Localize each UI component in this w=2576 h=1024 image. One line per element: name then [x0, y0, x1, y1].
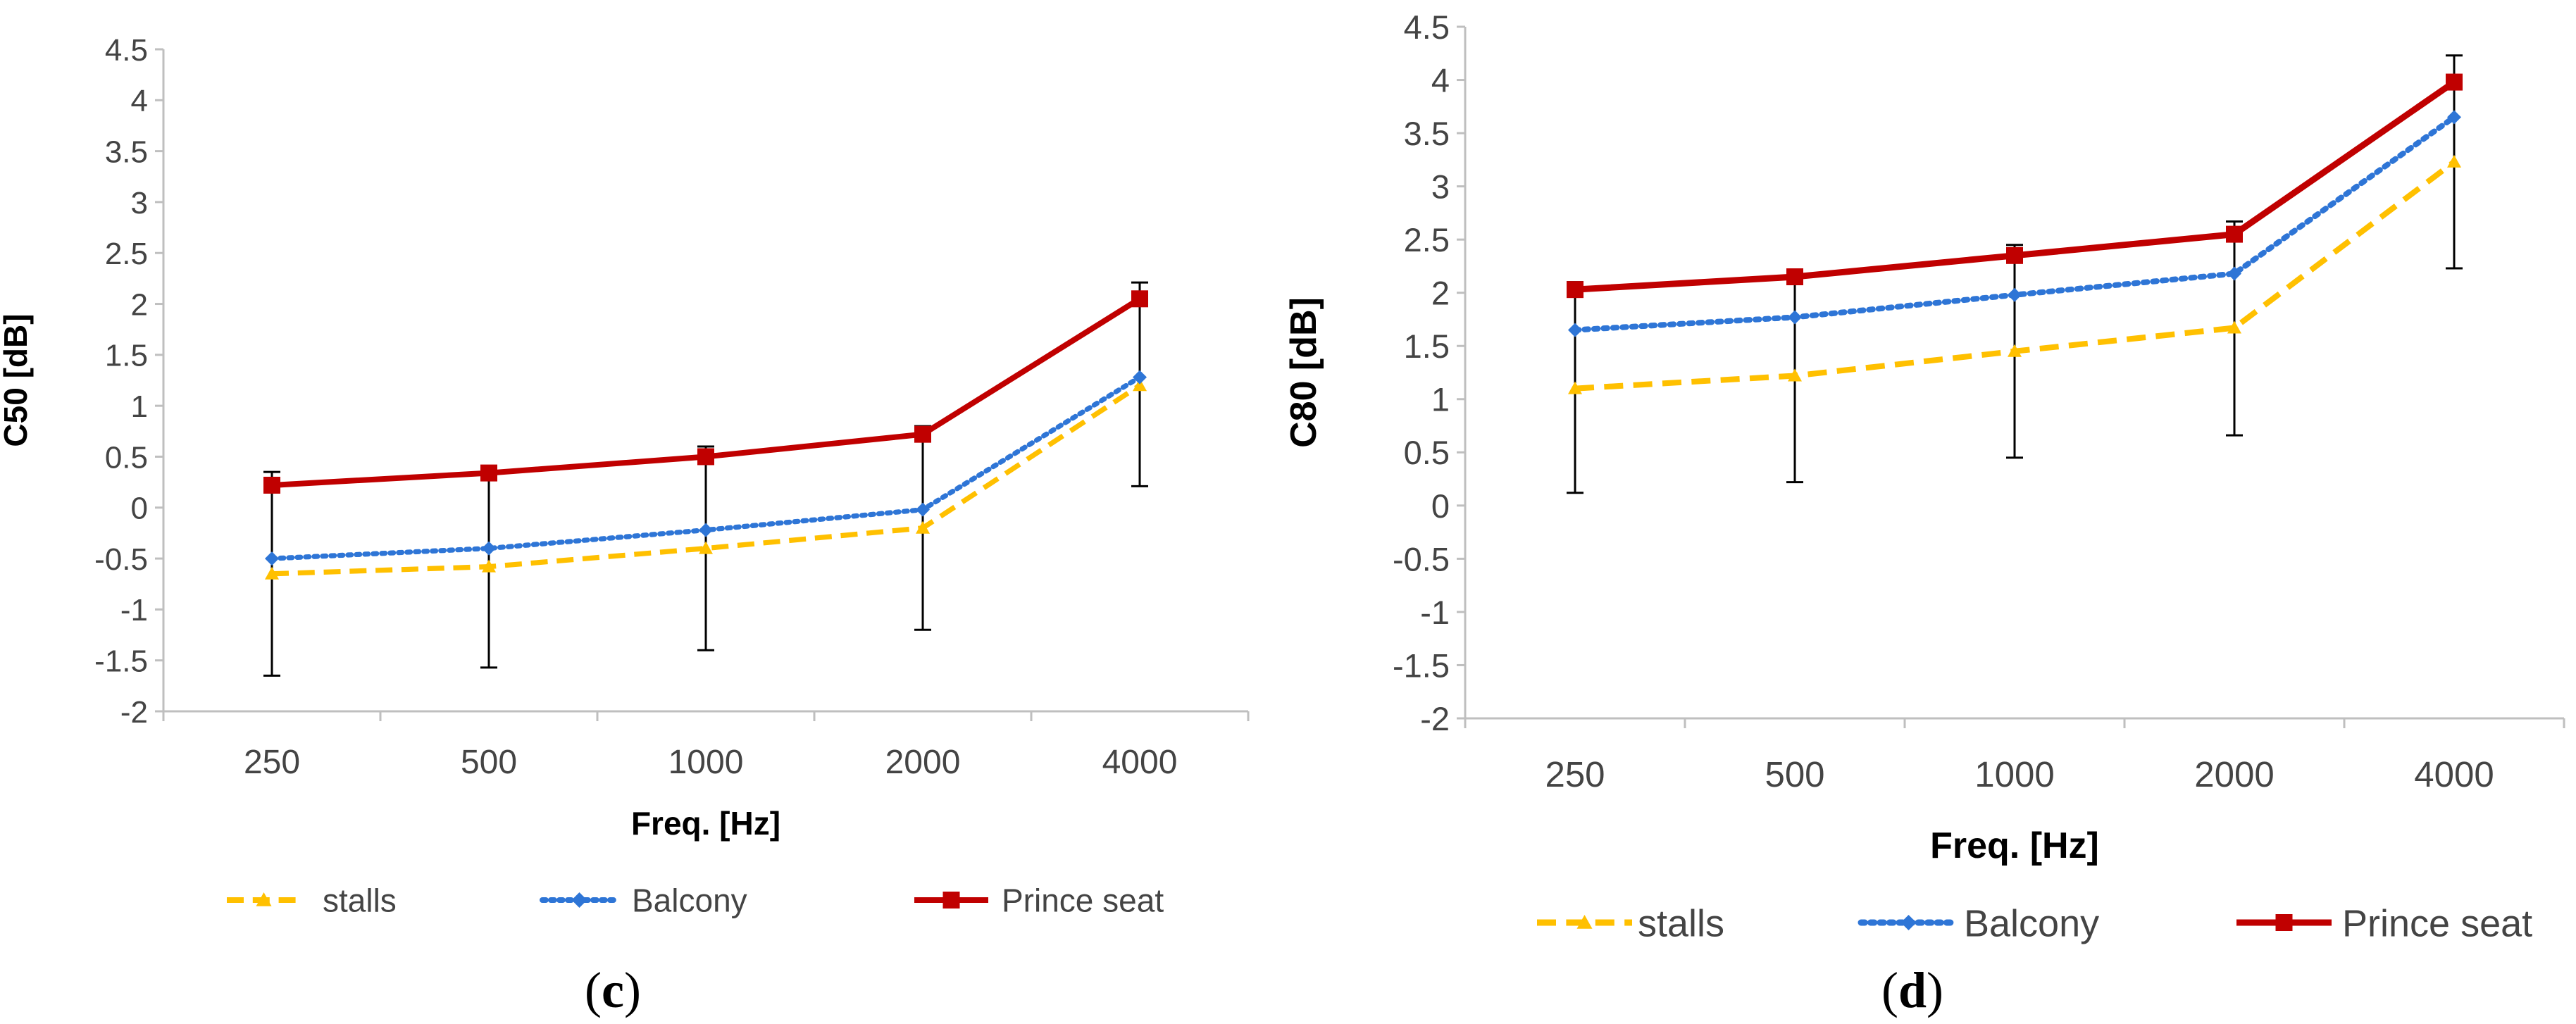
data-point-stalls: [1788, 368, 1802, 382]
data-point-stalls: [1568, 381, 1582, 394]
data-point-stalls: [265, 566, 279, 580]
data-point-stalls: [699, 541, 713, 554]
panel-letter: c: [602, 962, 624, 1018]
legend-marker-prince: [942, 892, 960, 909]
chart-d: -2 -1.5 -1 -0.5 0 0.5 1 1.5 2 2.5 3 3.5 4 4.5 250 500 10…: [1283, 8, 2565, 1018]
x-tick-label: 2000: [2194, 754, 2274, 794]
legend-marker-stalls: [1576, 915, 1593, 929]
y-tick-label: 1: [1431, 381, 1450, 418]
data-point-prince: [914, 425, 931, 443]
x-tick-label: 500: [461, 744, 517, 781]
x-axis-title: Freq. [Hz]: [631, 805, 780, 842]
y-tick-label: -2: [1420, 700, 1450, 737]
legend-marker-stalls: [256, 892, 272, 906]
data-point-balcony: [265, 551, 279, 566]
y-tick-label: 1.5: [1404, 327, 1450, 365]
data-point-stalls: [482, 559, 496, 573]
legend-label-stalls: stalls: [323, 882, 397, 919]
data-point-stalls: [1133, 378, 1147, 392]
x-tick-label: 1000: [668, 744, 744, 781]
data-point-balcony: [2447, 110, 2461, 125]
y-tick-label: 0.5: [1404, 434, 1450, 471]
data-point-prince: [2226, 225, 2243, 243]
y-axis-title: C50 [dB]: [0, 313, 34, 447]
y-tick-label: -1: [120, 593, 148, 627]
x-tick-label: 500: [1765, 754, 1824, 794]
y-tick-label: 3.5: [105, 135, 148, 169]
legend-label-balcony: Balcony: [632, 882, 747, 919]
y-tick-label: 4: [1431, 61, 1450, 99]
data-point-balcony: [482, 541, 496, 556]
y-tick-label: 0: [131, 492, 148, 526]
legend-marker-balcony: [1900, 915, 1917, 930]
y-tick-label: -1.5: [1393, 647, 1450, 684]
y-tick-label: -1.5: [94, 644, 148, 679]
data-point-prince: [263, 476, 280, 494]
y-tick-label: 4.5: [1404, 8, 1450, 46]
y-tick-label: 0.5: [105, 440, 148, 475]
x-axis-title: Freq. [Hz]: [1930, 825, 2099, 866]
data-point-balcony: [2227, 266, 2241, 281]
y-tick-label: -0.5: [1393, 540, 1450, 577]
legend-label-prince: Prince seat: [1002, 882, 1164, 919]
legend-label-prince: Prince seat: [2342, 902, 2532, 944]
y-tick-label: 3: [1431, 168, 1450, 206]
y-tick-label: 3.5: [1404, 115, 1450, 152]
data-point-balcony: [1133, 370, 1147, 385]
x-tick-label: 250: [1545, 754, 1605, 794]
y-tick-label: 1: [131, 389, 148, 424]
y-tick-label: 3: [131, 186, 148, 220]
data-point-prince: [1567, 281, 1583, 299]
data-point-prince: [697, 448, 714, 466]
y-tick-label: -0.5: [94, 542, 148, 577]
data-point-stalls: [2227, 320, 2241, 334]
x-tick-label: 250: [244, 744, 300, 781]
panel-label: (c): [585, 962, 641, 1018]
data-point-balcony: [916, 502, 930, 517]
legend-label-balcony: Balcony: [1964, 902, 2099, 944]
x-tick-label: 1000: [1974, 754, 2054, 794]
panel-letter: d: [1898, 962, 1927, 1018]
y-tick-label: 4: [131, 84, 148, 118]
data-point-balcony: [2008, 287, 2022, 302]
data-point-stalls: [916, 520, 930, 534]
data-point-stalls: [2447, 154, 2461, 168]
y-tick-label: 2: [131, 287, 148, 322]
panel-label: (d): [1881, 962, 1943, 1018]
data-point-prince: [1786, 268, 1803, 286]
data-point-prince: [2006, 246, 2023, 264]
y-axis-title: C80 [dB]: [1283, 297, 1324, 448]
y-tick-label: -1: [1420, 594, 1450, 631]
x-tick-label: 4000: [2414, 754, 2494, 794]
data-point-balcony: [699, 523, 713, 537]
data-point-prince: [1131, 290, 1148, 308]
legend-marker-balcony: [571, 892, 587, 908]
x-tick-label: 2000: [885, 744, 961, 781]
data-point-prince: [480, 464, 497, 482]
data-point-balcony: [1788, 310, 1802, 325]
x-tick-label: 4000: [1102, 744, 1178, 781]
y-tick-label: -2: [120, 695, 148, 730]
data-point-prince: [2446, 73, 2463, 91]
y-tick-label: 2.5: [1404, 221, 1450, 258]
y-tick-label: 0: [1431, 487, 1450, 525]
y-tick-label: 4.5: [105, 33, 148, 68]
data-point-stalls: [2008, 344, 2022, 357]
y-tick-label: 2: [1431, 275, 1450, 312]
y-tick-label: 1.5: [105, 339, 148, 373]
chart-c: -2 -1.5 -1 -0.5 0 0.5 1 1.5 2 2.5 3 3.5 4 4.5 250 500 10…: [0, 33, 1250, 1018]
data-point-balcony: [1568, 323, 1582, 337]
legend-marker-prince: [2275, 914, 2293, 931]
y-tick-label: 2.5: [105, 237, 148, 271]
series-line-stalls: [271, 383, 1141, 577]
legend-label-stalls: stalls: [1638, 902, 1724, 944]
